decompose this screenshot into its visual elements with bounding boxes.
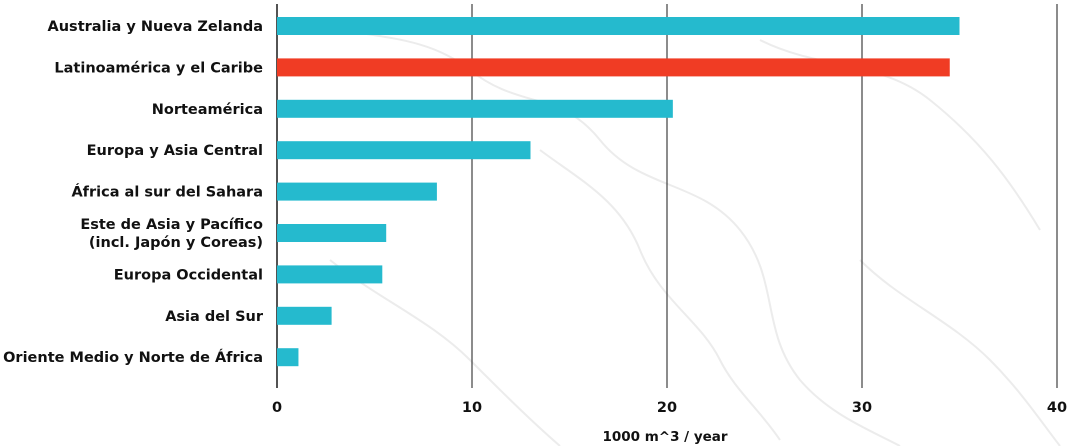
background-map-outline [299, 19, 1061, 446]
bar-7 [277, 265, 383, 284]
category-label-7: Europa Occidental [114, 267, 263, 283]
category-label-5: África al sur del Sahara [71, 184, 263, 201]
tick-label-layer: 0 10 20 30 40 [272, 400, 1067, 416]
category-label-6-line-1: Este de Asia y Pacífico [80, 217, 263, 233]
x-tick-label-30: 30 [852, 400, 872, 416]
bar-3 [277, 99, 673, 118]
bar-2 [277, 58, 950, 77]
category-label-4: Europa y Asia Central [87, 143, 263, 159]
x-tick-label-20: 20 [657, 400, 677, 416]
bar-layer [277, 17, 960, 367]
bar-5 [277, 182, 437, 201]
x-tick-label-0: 0 [272, 400, 282, 416]
category-label-layer: Australia y Nueva Zelanda Latinoamérica y… [3, 19, 264, 366]
x-axis-title: 1000 m^3 / year [602, 429, 727, 445]
bar-8 [277, 306, 332, 325]
bar-6 [277, 224, 387, 242]
bar-4 [277, 141, 531, 160]
category-label-1: Australia y Nueva Zelanda [48, 19, 263, 35]
bar-1 [277, 17, 960, 35]
category-label-6-line-2: (incl. Japón y Coreas) [89, 235, 263, 251]
category-label-9: Oriente Medio y Norte de África [3, 349, 263, 366]
category-label-8: Asia del Sur [165, 309, 264, 325]
x-tick-label-10: 10 [462, 400, 482, 416]
x-tick-label-40: 40 [1047, 400, 1067, 416]
bar-9 [277, 348, 299, 367]
category-label-2: Latinoamérica y el Caribe [54, 60, 263, 76]
category-label-3: Norteamérica [152, 102, 263, 118]
